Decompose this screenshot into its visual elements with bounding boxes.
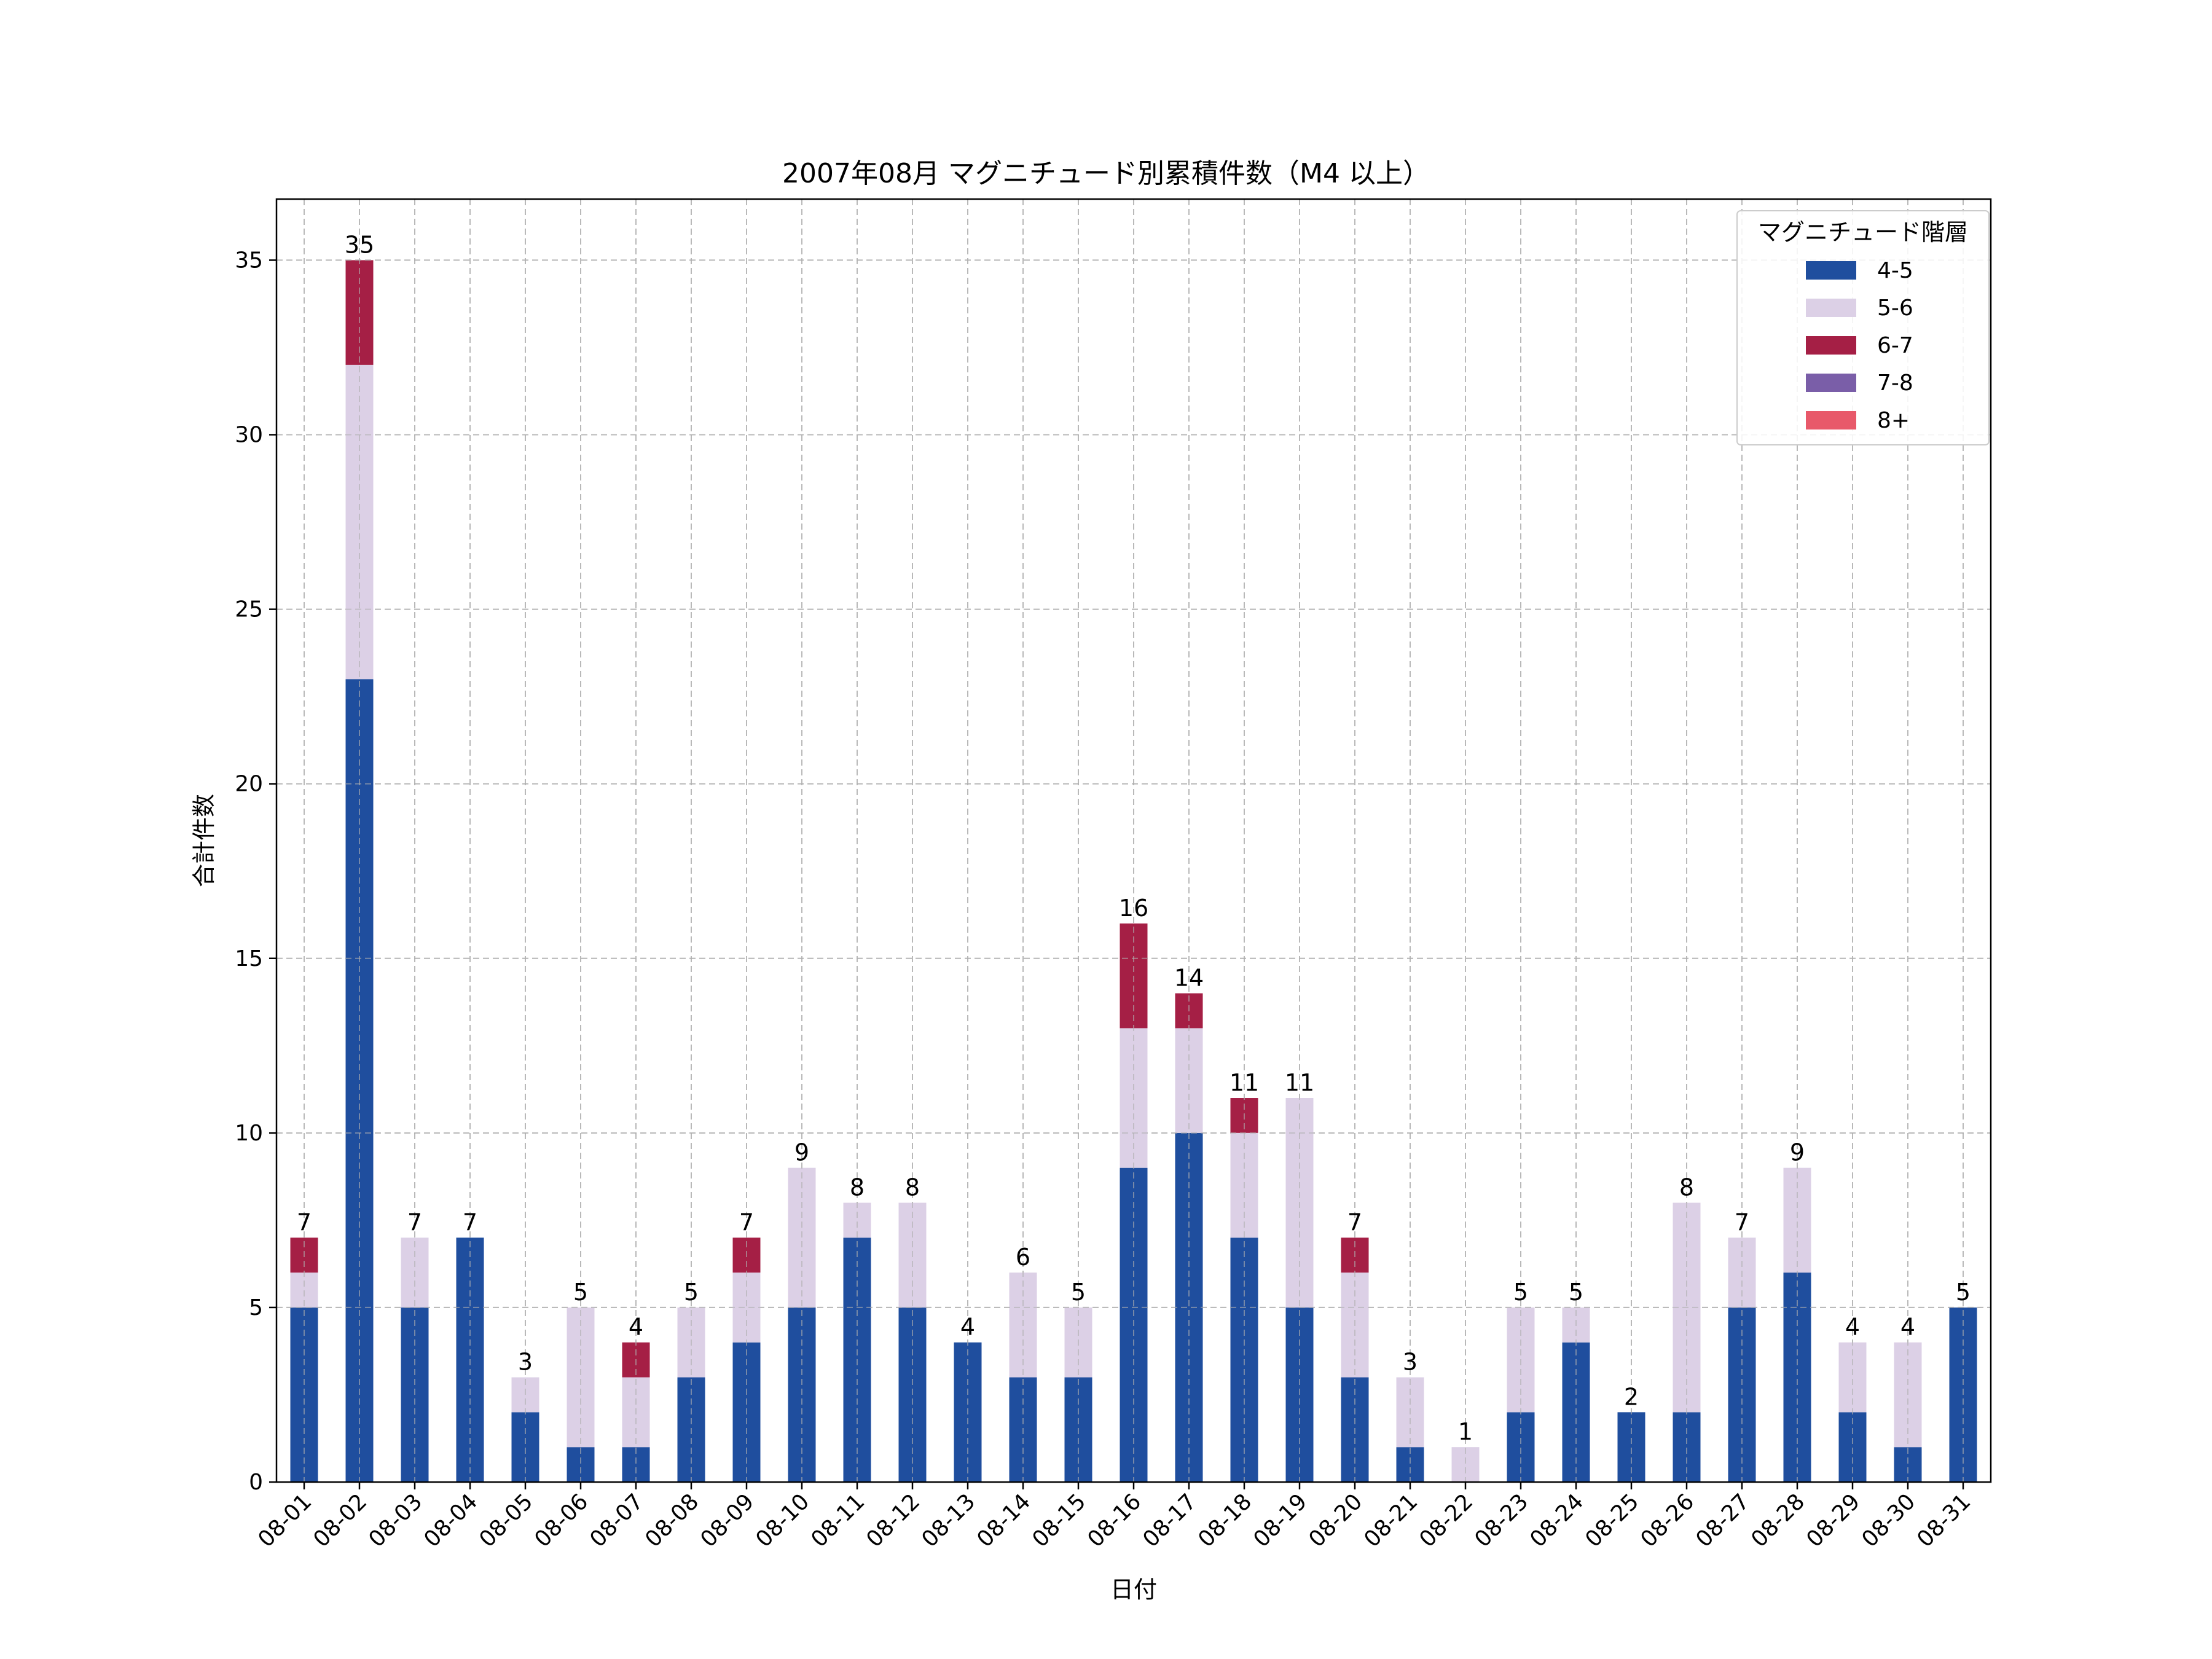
data-label-08-29: 4 — [1845, 1314, 1860, 1341]
data-label-08-12: 8 — [905, 1174, 920, 1201]
data-label-08-21: 3 — [1403, 1349, 1418, 1376]
legend-swatch-6-7 — [1806, 336, 1856, 355]
y-axis-label: 合計件数 — [190, 794, 218, 887]
x-axis-label: 日付 — [1110, 1576, 1157, 1603]
data-label-08-05: 3 — [518, 1349, 533, 1376]
legend-label-4-5: 4-5 — [1877, 258, 1913, 283]
legend-label-5-6: 5-6 — [1877, 296, 1913, 321]
data-label-08-17: 14 — [1174, 965, 1204, 992]
data-label-08-25: 2 — [1624, 1383, 1639, 1410]
data-label-08-02: 35 — [345, 231, 374, 258]
data-label-08-10: 9 — [794, 1139, 809, 1166]
data-label-08-06: 5 — [573, 1279, 588, 1306]
data-label-08-13: 4 — [960, 1314, 975, 1341]
chart-title: 2007年08月 マグニチュード別累積件数（M4 以上） — [782, 158, 1430, 189]
data-label-08-26: 8 — [1679, 1174, 1694, 1201]
bar-5-6-08-06 — [567, 1307, 595, 1448]
data-label-08-24: 5 — [1569, 1279, 1583, 1306]
legend-label-6-7: 6-7 — [1877, 333, 1913, 358]
bars — [276, 199, 1991, 1483]
legend-swatch-7-8 — [1806, 374, 1856, 392]
data-label-08-20: 7 — [1347, 1209, 1362, 1236]
y-tick-label: 10 — [235, 1121, 263, 1146]
data-label-08-18: 11 — [1230, 1069, 1259, 1096]
y-tick-label: 15 — [235, 946, 263, 971]
y-tick-label: 0 — [249, 1470, 263, 1495]
legend-label-7-8: 7-8 — [1877, 371, 1913, 396]
data-label-08-03: 7 — [407, 1209, 422, 1236]
data-label-08-16: 16 — [1119, 895, 1148, 922]
data-label-08-14: 6 — [1016, 1244, 1030, 1271]
legend-swatch-5-6 — [1806, 299, 1856, 317]
y-tick-label: 25 — [235, 597, 263, 622]
data-label-08-11: 8 — [850, 1174, 865, 1201]
data-label-08-04: 7 — [463, 1209, 477, 1236]
legend-box — [1736, 210, 1990, 445]
data-label-08-19: 11 — [1285, 1069, 1314, 1096]
bar-4-5-08-28 — [1783, 1273, 1811, 1482]
data-label-08-31: 5 — [1956, 1279, 1971, 1306]
data-label-08-09: 7 — [739, 1209, 754, 1236]
data-label-08-27: 7 — [1735, 1209, 1749, 1236]
y-tick-label: 35 — [235, 248, 263, 273]
legend-label-8+: 8+ — [1877, 408, 1910, 433]
y-tick-label: 5 — [249, 1295, 263, 1320]
legend-swatch-4-5 — [1806, 261, 1856, 280]
y-tick-label: 30 — [235, 423, 263, 448]
data-label-08-28: 9 — [1790, 1139, 1805, 1166]
data-label-08-07: 4 — [629, 1314, 643, 1341]
y-axis: 0 5 10 15 20 25 30 35 — [235, 248, 276, 1495]
data-label-08-30: 4 — [1900, 1314, 1915, 1341]
data-label-08-15: 5 — [1071, 1279, 1086, 1306]
legend: マグニチュード階層 4-5 5-6 6-7 7-8 8+ — [1736, 210, 1990, 445]
legend-title: マグニチュード階層 — [1758, 219, 1968, 246]
data-label-08-23: 5 — [1513, 1279, 1528, 1306]
data-label-08-22: 1 — [1458, 1418, 1473, 1445]
y-tick-label: 20 — [235, 772, 263, 797]
data-label-08-08: 5 — [684, 1279, 699, 1306]
data-label-08-01: 7 — [297, 1209, 312, 1236]
legend-swatch-8+ — [1806, 411, 1856, 429]
